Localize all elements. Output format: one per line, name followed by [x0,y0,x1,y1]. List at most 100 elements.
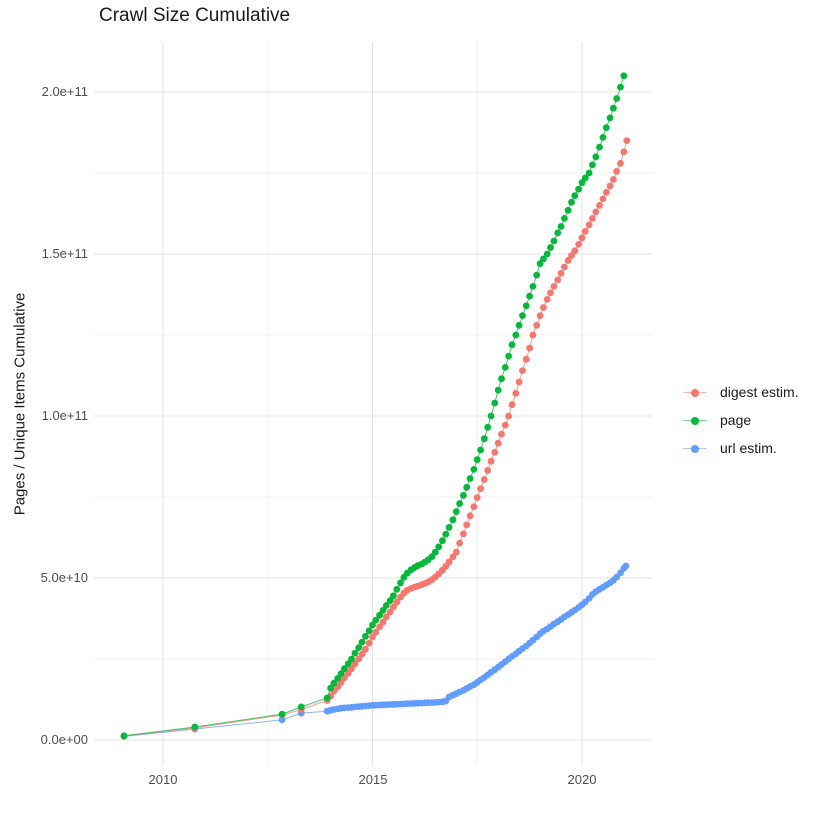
data-point-digest [494,439,502,447]
data-point-digest [561,263,568,271]
data-point-digest [498,430,505,438]
data-point-page [372,616,380,624]
y-tick-label-1: 5.0e+10 [40,570,88,585]
data-point-page [362,632,369,640]
data-point-page [543,250,551,258]
data-point-page [297,703,305,711]
data-point-page [592,153,600,161]
legend-label: page [720,412,752,428]
plot-title: Crawl Size Cumulative [99,5,291,26]
data-point-page [358,638,366,646]
data-point-digest [540,304,547,311]
data-point-digest [564,257,572,264]
data-point-digest [348,665,355,673]
data-point-digest [515,378,523,386]
data-point-digest [484,467,492,474]
data-point-page [564,206,572,214]
data-point-page [460,492,467,499]
data-point-page [439,537,446,545]
data-point-page [557,223,565,230]
data-point-digest [466,512,474,520]
data-point-page [334,675,342,682]
data-point-digest [547,289,554,297]
data-point-digest [390,603,397,611]
y-tick-label-3: 1.5e+11 [41,246,88,261]
data-point-page [596,143,603,151]
data-point-digest [376,623,383,631]
data-point-digest [445,558,453,566]
data-point-digest [372,628,380,636]
data-point-digest [568,252,575,259]
data-point-page [602,124,610,131]
data-point-page [547,244,554,251]
data-point-digest [358,650,366,658]
data-point-page [501,364,509,371]
data-point-digest [602,189,610,196]
legend-item-digest: digest estim. [680,378,799,406]
y-axis-title: Pages / Unique Items Cumulative [11,292,29,516]
data-point-page [599,134,607,141]
data-point-page [355,644,363,651]
data-point-page [581,174,589,182]
data-point-page [491,399,499,407]
data-point-page [498,375,505,383]
legend-marker-icon [680,412,710,428]
data-point-page [561,215,568,222]
data-point-page [473,456,481,464]
y-tick-label-0: 0.0e+00 [40,732,88,747]
data-point-page [606,114,614,122]
data-point-page [617,83,624,91]
data-point-digest [449,553,457,561]
data-point-page [484,423,492,431]
data-point-page [452,508,460,515]
data-point-digest [393,598,401,606]
legend-item-url: url estim. [680,434,799,462]
legend-label: url estim. [720,440,777,456]
data-point-page [519,312,526,319]
data-point-page [456,500,463,507]
data-point-digest [365,639,373,647]
data-point-page [620,72,628,80]
data-point-digest [550,283,558,290]
y-tick-label-2: 1.0e+11 [41,408,88,423]
x-tick-label-2020: 2020 [567,772,597,787]
data-point-page [323,694,331,702]
data-point-page [397,579,404,587]
data-point-digest [452,548,460,556]
data-point-page [571,192,579,200]
data-point-digest [505,412,512,420]
data-point-digest [379,618,387,626]
data-point-page [515,321,523,329]
data-point-page [344,660,352,668]
data-point-digest [456,539,463,547]
data-point-digest [522,355,530,363]
data-point-digest [533,321,541,329]
data-point-page [442,530,450,538]
data-point-page [449,516,457,524]
data-point-digest [592,208,600,216]
data-point-digest [589,215,596,222]
data-point-page [390,592,397,600]
data-point-digest [585,221,593,229]
data-point-page [341,665,348,673]
data-point-page [589,161,596,169]
data-point-digest [606,182,614,190]
data-point-page [348,655,355,663]
data-point-digest [470,503,478,511]
data-point-digest [623,137,631,145]
data-point-digest [351,660,359,668]
data-point-digest [599,195,607,203]
data-point-digest [460,530,467,538]
legend-label: digest estim. [720,384,799,400]
data-point-digest [617,159,624,167]
y-tick-label-4: 2.0e+11 [41,84,88,99]
data-point-digest [519,367,526,374]
data-point-page [613,95,621,102]
x-tick-label-2010: 2010 [148,772,178,787]
data-point-page [337,670,345,677]
data-point-page [470,466,478,473]
data-point-page [435,543,443,551]
data-point-digest [596,202,603,209]
data-point-page [191,723,199,731]
